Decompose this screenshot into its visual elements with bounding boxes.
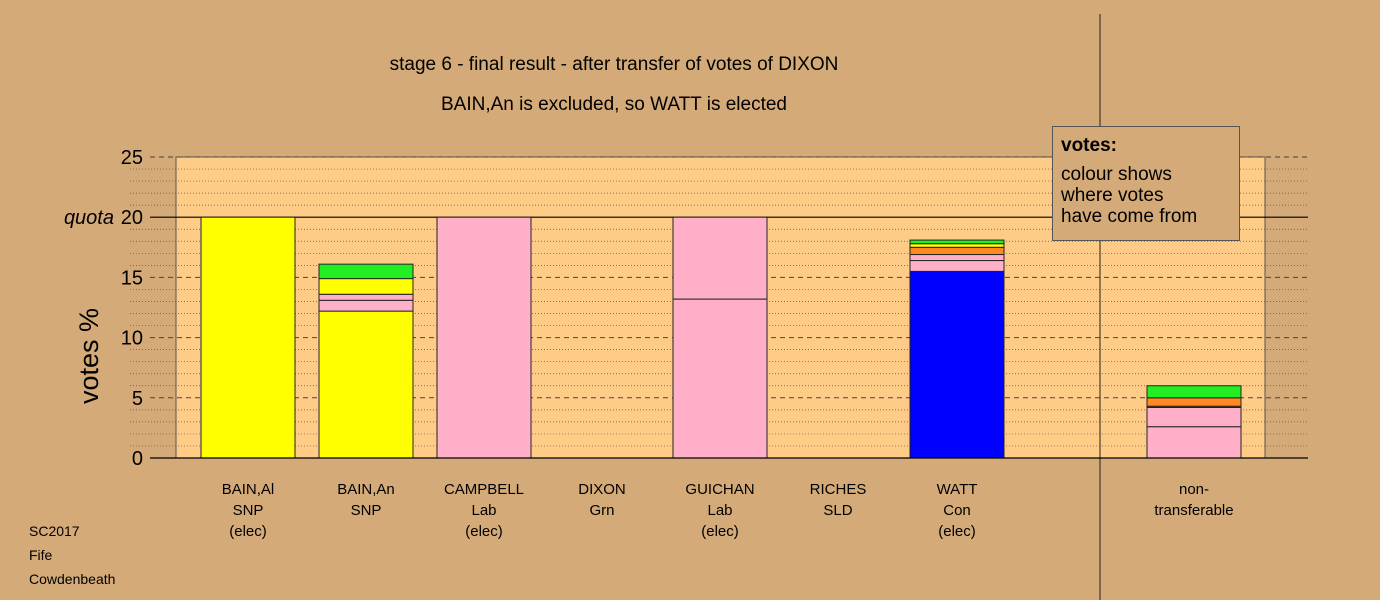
x-tick-label: Lab xyxy=(707,502,732,519)
bar-segment xyxy=(909,246,1005,256)
bar-segment xyxy=(200,216,296,459)
x-tick-label: GUICHAN xyxy=(685,481,754,498)
bar-segment xyxy=(909,243,1005,248)
bar-segment xyxy=(909,254,1005,262)
x-tick-label: (elec) xyxy=(938,523,976,540)
bar-segment xyxy=(318,293,414,301)
x-tick-label: Lab xyxy=(471,502,496,519)
x-tick-label: CAMPBELL xyxy=(444,481,524,498)
bar-segment xyxy=(318,278,414,295)
source-election: SC2017 xyxy=(29,523,80,539)
bar-segment xyxy=(909,239,1005,245)
bar-segment xyxy=(1146,397,1242,407)
legend-line: have come from xyxy=(1061,206,1198,227)
bar-segment xyxy=(1146,406,1242,428)
x-tick-label: BAIN,Al xyxy=(222,481,275,498)
bar-segment xyxy=(436,216,532,459)
bar-segment xyxy=(318,310,414,459)
x-tick-label: SNP xyxy=(233,502,264,519)
source-ward: Cowdenbeath xyxy=(29,571,116,587)
x-tick-label: RICHES xyxy=(810,481,867,498)
x-tick-label: SLD xyxy=(823,502,852,519)
x-tick-label: DIXON xyxy=(578,481,626,498)
y-axis-title: votes % xyxy=(74,308,104,404)
legend-line: colour shows xyxy=(1061,164,1172,185)
x-tick-label: (elec) xyxy=(701,523,739,540)
y-tick-label: 25 xyxy=(121,147,143,169)
bar-segment xyxy=(318,299,414,312)
legend-title: votes: xyxy=(1061,135,1117,156)
x-tick-label: (elec) xyxy=(229,523,267,540)
quota-label: quota xyxy=(64,207,114,229)
bar-segment xyxy=(1146,426,1242,459)
bar-segment xyxy=(1146,385,1242,399)
bar-segment xyxy=(318,263,414,280)
legend-box: votes: colour shows where votes have com… xyxy=(1052,126,1240,241)
y-tick-label: 15 xyxy=(121,267,143,289)
y-tick-label: 20 xyxy=(121,207,143,229)
x-tick-label: SNP xyxy=(351,502,382,519)
x-tick-label: WATT xyxy=(937,481,978,498)
x-tick-label: Con xyxy=(943,502,971,519)
y-tick-label: 0 xyxy=(132,448,143,470)
x-tick-label: BAIN,An xyxy=(337,481,395,498)
bar-segment xyxy=(672,216,768,300)
x-tick-label: transferable xyxy=(1154,502,1233,519)
legend-line: where votes xyxy=(1061,185,1164,206)
bar-segment xyxy=(909,270,1005,459)
x-tick-label: (elec) xyxy=(465,523,503,540)
source-council: Fife xyxy=(29,547,53,563)
chart-subtitle: BAIN,An is excluded, so WATT is elected xyxy=(440,94,787,115)
bar-segment xyxy=(909,260,1005,272)
x-tick-label: non- xyxy=(1179,481,1209,498)
y-tick-label: 5 xyxy=(132,388,143,410)
x-tick-label: Grn xyxy=(589,502,614,519)
chart-title: stage 6 - final result - after transfer … xyxy=(389,54,839,75)
y-tick-label: 10 xyxy=(121,328,143,350)
bar-segment xyxy=(672,298,768,459)
